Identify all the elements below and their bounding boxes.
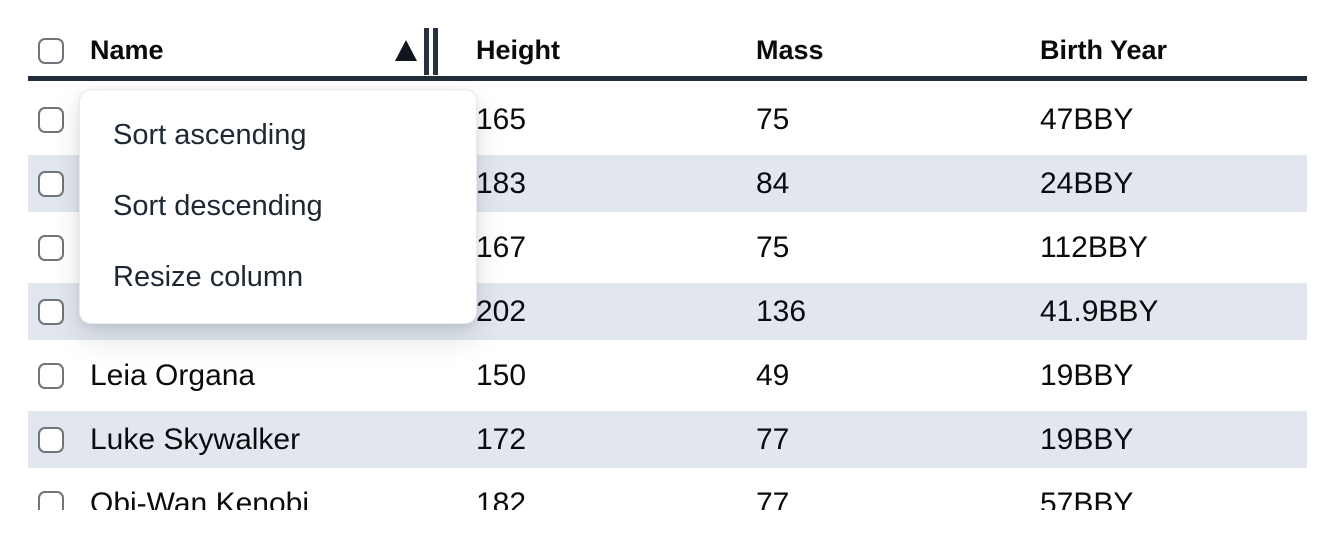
cell-mass: 49 bbox=[756, 359, 790, 392]
select-all-cell bbox=[28, 0, 80, 76]
column-context-menu: Sort ascending Sort descending Resize colu… bbox=[79, 89, 477, 324]
row-checkbox[interactable] bbox=[38, 170, 64, 197]
column-resize-handle-icon[interactable] bbox=[424, 28, 438, 75]
table-row: Luke Skywalker 172 77 19BBY bbox=[28, 411, 1307, 468]
cell-birth-year: 41.9BBY bbox=[1040, 295, 1159, 328]
table-header-row: Name Height Mass Birth Year bbox=[28, 0, 1307, 81]
cell-mass: 75 bbox=[756, 103, 790, 136]
row-check-cell bbox=[28, 426, 80, 453]
cell-height: 202 bbox=[476, 295, 527, 328]
row-check-cell bbox=[28, 234, 80, 261]
column-header-birth-year[interactable]: Birth Year bbox=[1032, 0, 1307, 76]
cell-birth-year: 24BBY bbox=[1040, 167, 1134, 200]
row-checkbox[interactable] bbox=[38, 106, 64, 133]
column-header-name-label: Name bbox=[90, 35, 164, 65]
menu-item-resize-column[interactable]: Resize column bbox=[113, 261, 304, 293]
row-check-cell bbox=[28, 298, 80, 325]
menu-item-sort-ascending[interactable]: Sort ascending bbox=[113, 119, 307, 151]
resize-bar-left bbox=[424, 28, 429, 75]
cell-mass: 84 bbox=[756, 167, 790, 200]
row-check-cell bbox=[28, 362, 80, 389]
row-checkbox[interactable] bbox=[38, 362, 64, 389]
row-checkbox[interactable] bbox=[38, 234, 64, 261]
table-body: 165 75 47BBY 183 84 24BBY 167 75 112BBY … bbox=[28, 91, 1307, 510]
table-row: 165 75 47BBY bbox=[28, 91, 1307, 148]
table-row: Leia Organa 150 49 19BBY bbox=[28, 347, 1307, 404]
row-checkbox[interactable] bbox=[38, 490, 64, 510]
table-row: 202 136 41.9BBY bbox=[28, 283, 1307, 340]
cell-mass: 75 bbox=[756, 231, 790, 264]
cell-height: 183 bbox=[476, 167, 527, 200]
column-header-height-label: Height bbox=[476, 35, 560, 65]
cell-birth-year: 112BBY bbox=[1040, 231, 1148, 264]
cell-name: Obi-Wan Kenobi bbox=[90, 487, 309, 510]
menu-item-sort-descending[interactable]: Sort descending bbox=[113, 190, 323, 222]
cell-height: 165 bbox=[476, 103, 527, 136]
cell-birth-year: 57BBY bbox=[1040, 487, 1134, 510]
row-check-cell bbox=[28, 106, 80, 133]
column-header-birth-year-label: Birth Year bbox=[1040, 35, 1168, 65]
row-check-cell bbox=[28, 170, 80, 197]
cell-mass: 136 bbox=[756, 295, 807, 328]
resize-bar-right bbox=[433, 28, 438, 75]
table-viewport: Name Height Mass Birth Year 165 75 bbox=[28, 0, 1307, 510]
cell-mass: 77 bbox=[756, 423, 790, 456]
cell-name: Luke Skywalker bbox=[90, 423, 301, 456]
cell-birth-year: 19BBY bbox=[1040, 359, 1134, 392]
column-header-height[interactable]: Height bbox=[468, 0, 748, 76]
column-header-name[interactable]: Name bbox=[80, 0, 468, 76]
column-header-mass[interactable]: Mass bbox=[748, 0, 1032, 76]
table-row: 167 75 112BBY bbox=[28, 219, 1307, 276]
cell-birth-year: 19BBY bbox=[1040, 423, 1134, 456]
cell-mass: 77 bbox=[756, 487, 790, 510]
row-checkbox[interactable] bbox=[38, 426, 64, 453]
sort-ascending-indicator-icon bbox=[395, 40, 417, 61]
cell-birth-year: 47BBY bbox=[1040, 103, 1134, 136]
cell-height: 150 bbox=[476, 359, 527, 392]
cell-name: Leia Organa bbox=[90, 359, 256, 392]
cell-height: 182 bbox=[476, 487, 527, 510]
column-header-mass-label: Mass bbox=[756, 35, 824, 65]
table-row: Obi-Wan Kenobi 182 77 57BBY bbox=[28, 475, 1307, 510]
row-checkbox[interactable] bbox=[38, 298, 64, 325]
cell-height: 167 bbox=[476, 231, 527, 264]
cell-height: 172 bbox=[476, 423, 527, 456]
data-table: Name Height Mass Birth Year 165 75 bbox=[28, 0, 1307, 510]
row-check-cell bbox=[28, 490, 80, 510]
select-all-checkbox[interactable] bbox=[38, 38, 64, 64]
